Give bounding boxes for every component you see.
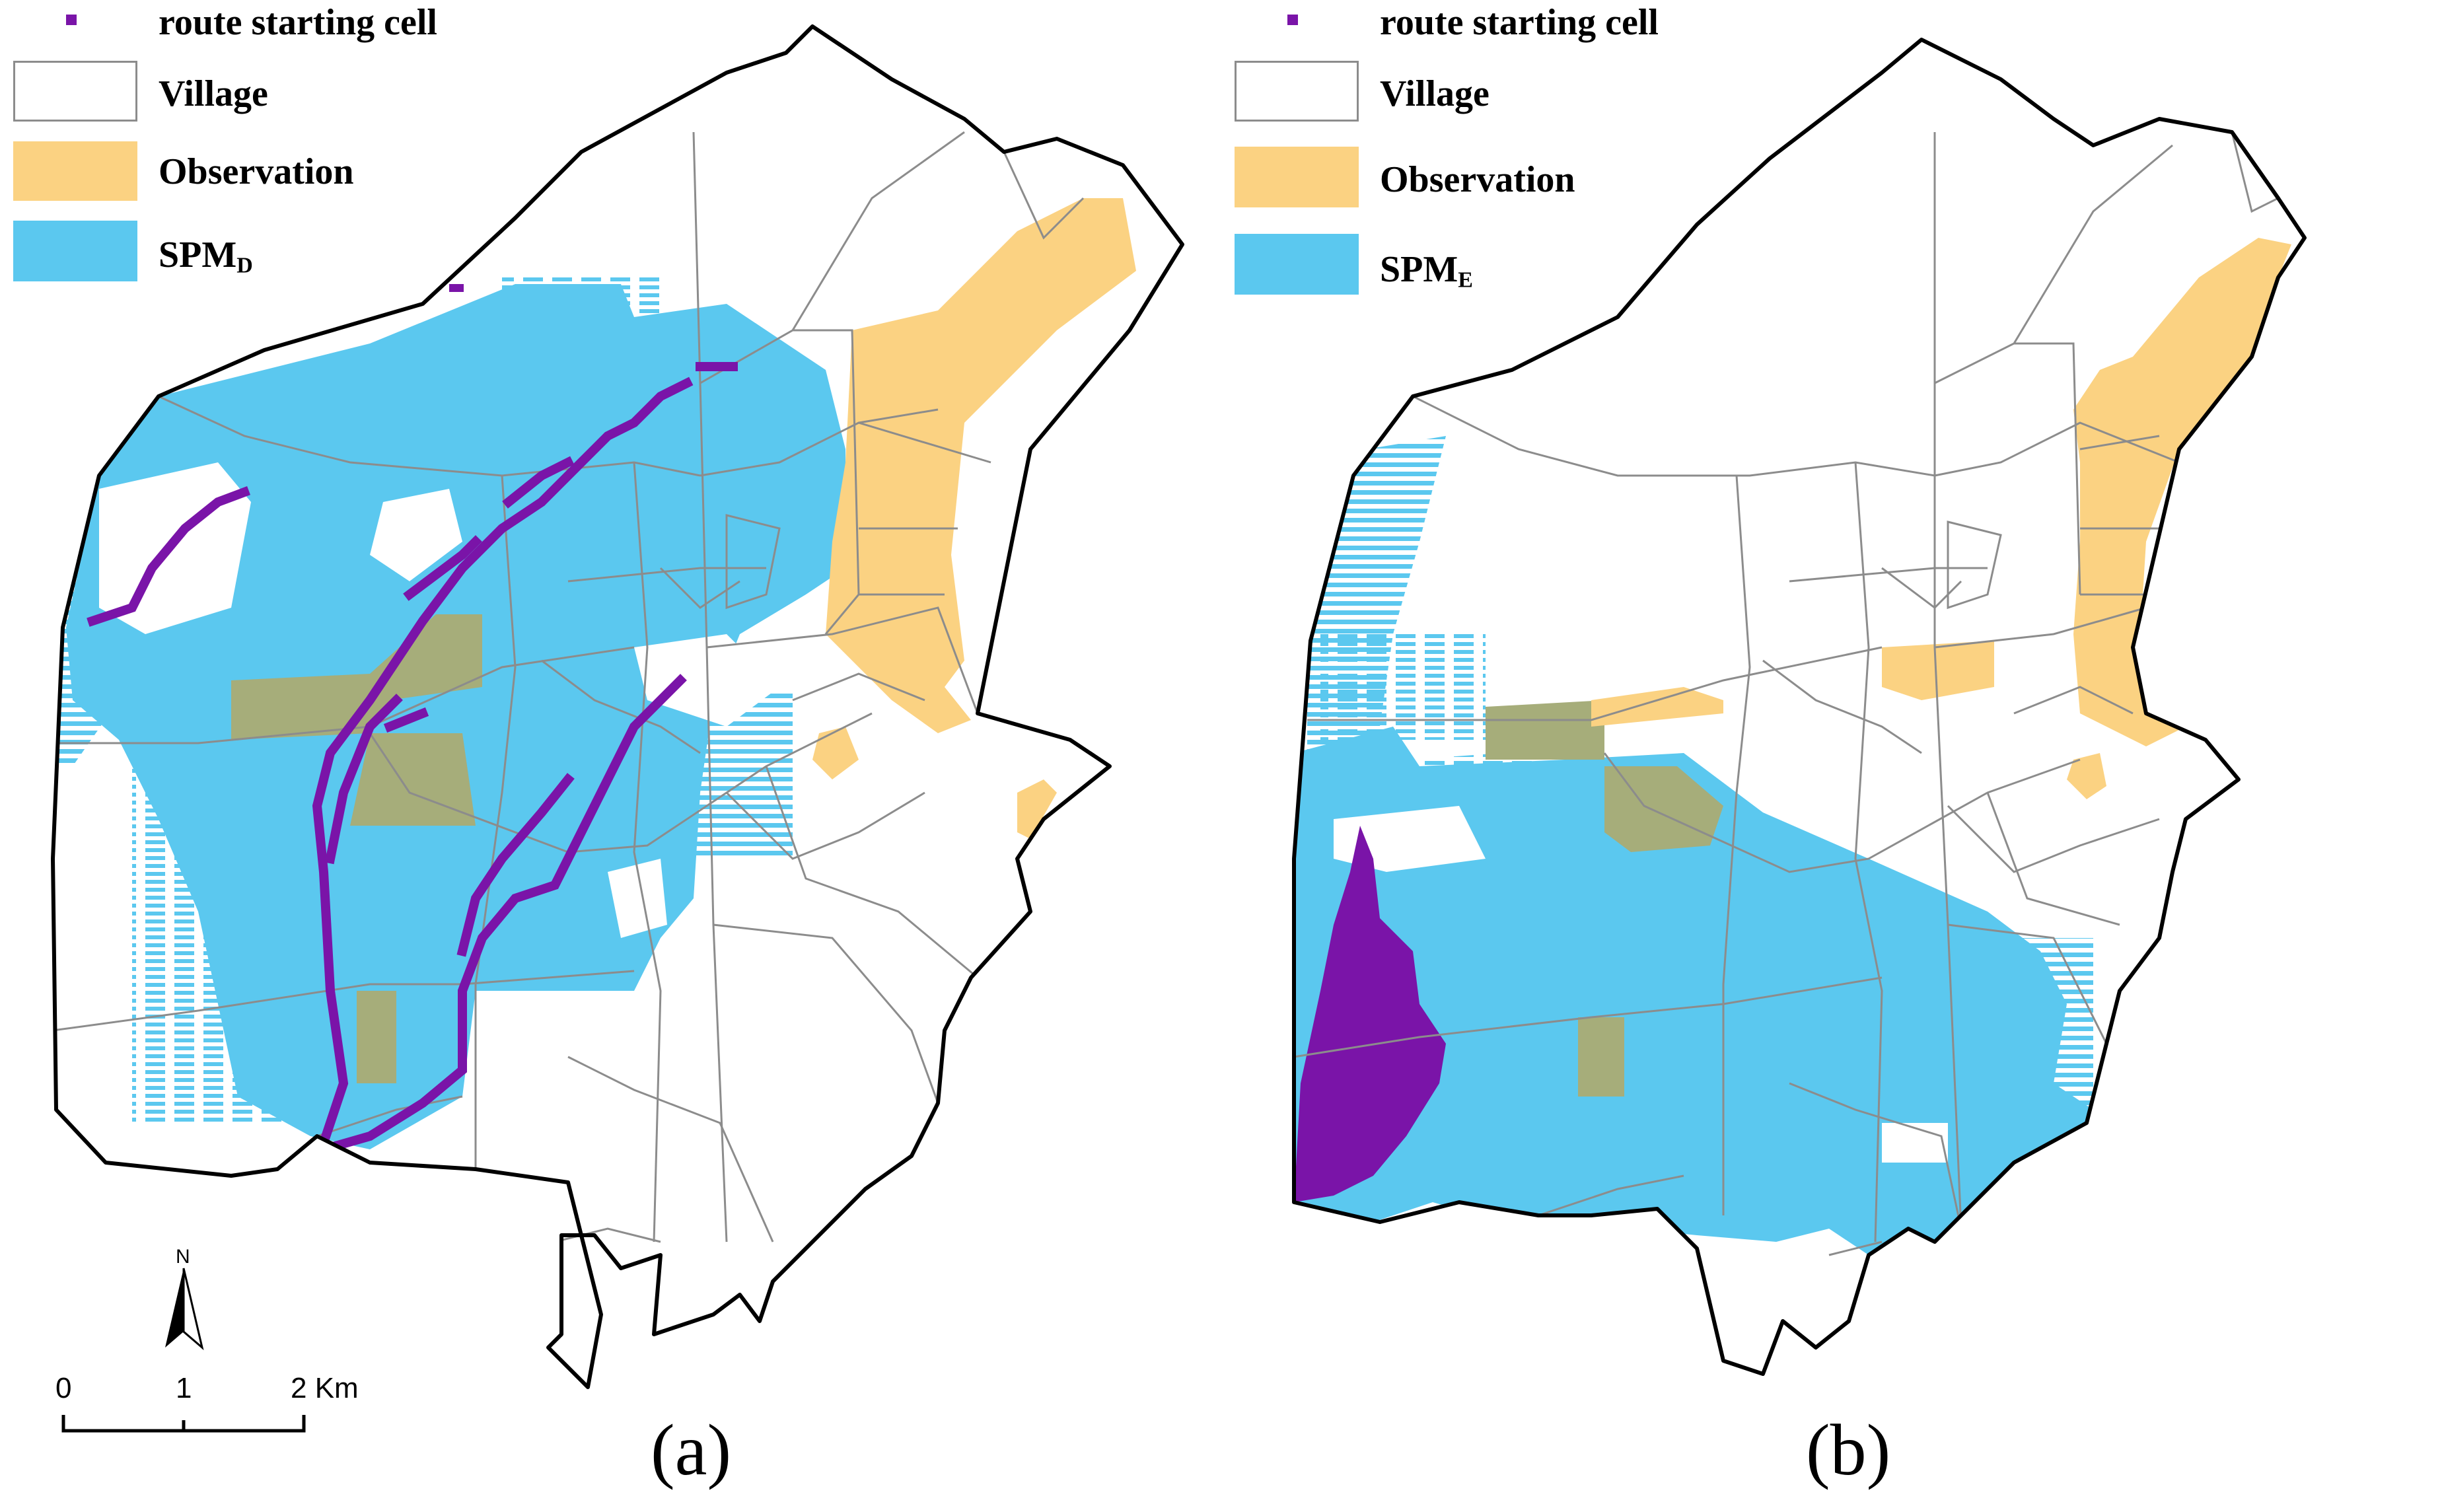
village-boundaries-a [53, 131, 1085, 1243]
route-cell [449, 284, 464, 292]
spm-sub: E [1458, 268, 1473, 293]
spm-e-area [1294, 436, 2093, 1314]
scale-bar [61, 1415, 306, 1433]
village-swatch [13, 61, 137, 122]
route-swatch [66, 15, 77, 25]
legend-route-label: route starting cell [159, 2, 437, 43]
route-cluster-b [1294, 826, 1446, 1202]
spm-sub: D [236, 253, 253, 278]
caption-a: (a) [651, 1410, 732, 1490]
map-panel-a: N 0 1 2 Km route starting cell Village O… [13, 2, 1184, 1490]
spm-swatch [1235, 234, 1359, 295]
north-arrow [165, 1268, 204, 1351]
observation-swatch [13, 141, 137, 201]
route-swatch [1287, 15, 1298, 25]
study-area-boundary-a [51, 24, 1184, 1389]
map-panel-b: route starting cell Village Observation … [1221, 0, 2442, 1512]
legend-village-label: Village [159, 73, 268, 114]
study-area-boundary-b [1292, 38, 2307, 1376]
scale-label-1: 1 [176, 1372, 192, 1404]
legend-spm-label: SPME [1380, 251, 1473, 292]
spm-d-area [56, 277, 845, 1149]
spm-swatch [13, 221, 137, 281]
caption-b: (b) [1806, 1410, 1891, 1490]
map-b [1292, 38, 2307, 1376]
north-label: N [176, 1246, 190, 1268]
spm-base: SPM [1380, 249, 1458, 290]
scale-label-0: 0 [55, 1372, 72, 1404]
observation-areas-b [1486, 238, 2305, 1097]
legend-village-label: Village [1380, 73, 1490, 114]
village-boundaries-b [1294, 131, 2279, 1256]
village-swatch [1235, 61, 1359, 122]
legend-observation-label: Observation [159, 151, 354, 192]
legend-observation-label: Observation [1380, 159, 1575, 200]
spm-base: SPM [159, 234, 237, 275]
map-a [51, 24, 1184, 1433]
observation-swatch [1235, 147, 1359, 207]
scale-label-2: 2 Km [291, 1372, 359, 1404]
legend-route-label: route starting cell [1380, 2, 1659, 43]
observation-areas-a [231, 198, 1136, 1083]
legend-spm-label: SPMD [159, 236, 253, 277]
routes-a [87, 362, 738, 1155]
